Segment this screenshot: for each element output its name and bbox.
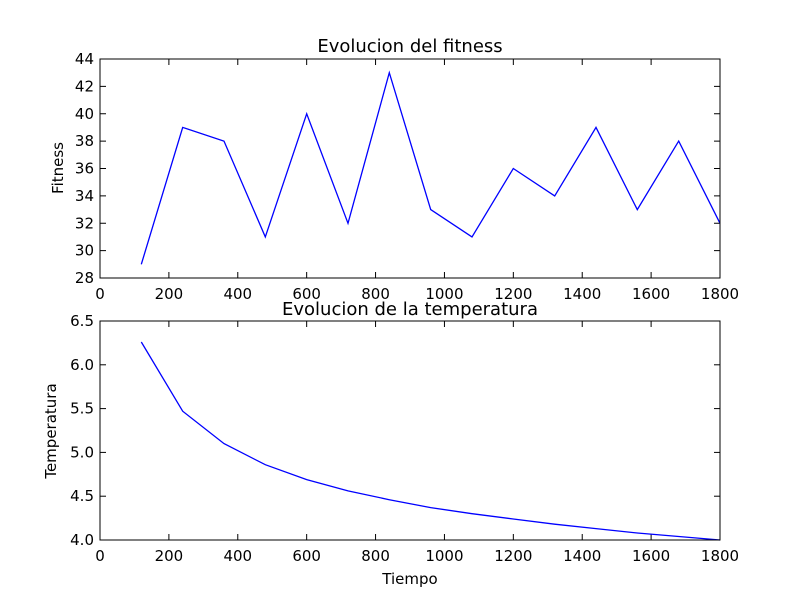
temperature-chart-title: Evolucion de la temperatura: [282, 299, 538, 320]
fitness-y-tick-label: 32: [75, 214, 94, 232]
fitness-y-tick-label: 40: [75, 105, 94, 123]
fitness-y-axis-label: Fitness: [49, 142, 67, 194]
fitness-series-line: [140, 70, 721, 265]
fitness-y-tick-label: 38: [75, 132, 94, 150]
temperature-y-tick-label: 6.5: [70, 312, 94, 330]
fitness-ticks: 0 200 400 600 800 1000 1200 1400 1600 1800 28 30 32 3…: [75, 50, 739, 303]
fitness-x-tick-label: 1800: [701, 285, 739, 303]
temperature-x-tick-label: 800: [361, 547, 390, 565]
fitness-x-tick-label: 0: [95, 285, 105, 303]
temperature-subplot: Evolucion de la temperatura Temperatura …: [42, 299, 739, 588]
temperature-x-tick-label: 1400: [563, 547, 601, 565]
fitness-y-tick-label: 28: [75, 269, 94, 287]
temperature-series-line: [140, 341, 721, 541]
temperature-x-axis-label: Tiempo: [381, 570, 437, 588]
fitness-chart-title: Evolucion del fitness: [317, 36, 502, 57]
temperature-y-tick-label: 4.5: [70, 487, 94, 505]
temperature-y-tick-label: 5.5: [70, 400, 94, 418]
fitness-x-tick-label: 800: [361, 285, 390, 303]
temperature-x-tick-label: 600: [292, 547, 321, 565]
temperature-x-tick-label: 0: [95, 547, 105, 565]
fitness-subplot: Evolucion del fitness Fitness 0 200 400 600…: [49, 36, 739, 303]
fitness-y-tick-label: 34: [75, 187, 94, 205]
fitness-x-tick-label: 1200: [494, 285, 532, 303]
fitness-x-tick-label: 1000: [425, 285, 463, 303]
temperature-x-tick-label: 1600: [632, 547, 670, 565]
temperature-ticks: 0 200 400 600 800 1000 1200 1400 1600 1800 4.0 4.5 5…: [70, 312, 739, 565]
temperature-y-axis-label: Temperatura: [42, 383, 60, 479]
temperature-x-tick-label: 400: [223, 547, 252, 565]
fitness-y-tick-label: 36: [75, 160, 94, 178]
fitness-x-tick-label: 1600: [632, 285, 670, 303]
temperature-axes-frame: [99, 320, 721, 541]
fitness-x-tick-label: 200: [155, 285, 184, 303]
fitness-y-tick-label: 44: [75, 50, 94, 68]
temperature-x-tick-label: 200: [155, 547, 184, 565]
fitness-x-tick-label: 1400: [563, 285, 601, 303]
temperature-y-tick-label: 5.0: [70, 443, 94, 461]
temperature-x-tick-label: 1200: [494, 547, 532, 565]
fitness-x-tick-label: 400: [223, 285, 252, 303]
fitness-y-tick-label: 30: [75, 242, 94, 260]
fitness-y-tick-label: 42: [75, 77, 94, 95]
temperature-x-tick-label: 1000: [425, 547, 463, 565]
temperature-x-tick-label: 1800: [701, 547, 739, 565]
temperature-y-tick-label: 6.0: [70, 356, 94, 374]
fitness-x-tick-label: 600: [292, 285, 321, 303]
temperature-y-tick-label: 4.0: [70, 531, 94, 549]
fitness-axes-frame: [99, 58, 721, 279]
